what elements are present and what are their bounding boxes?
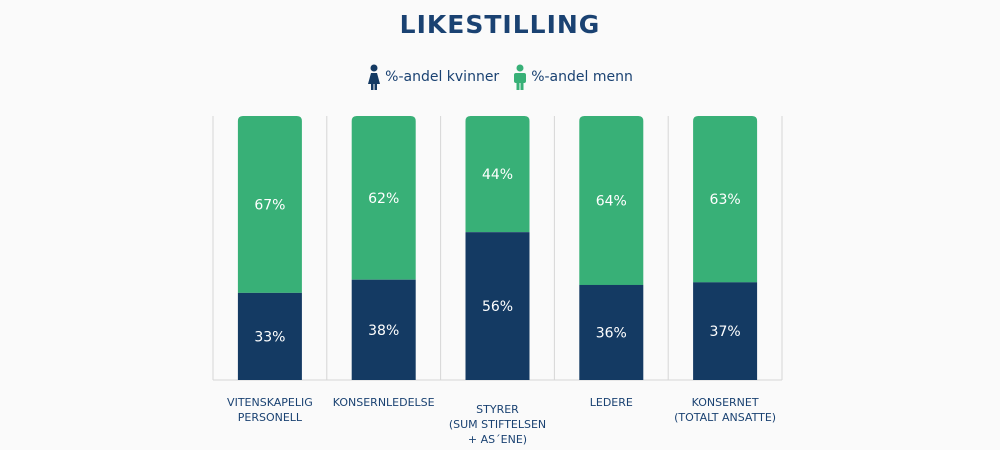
data-label-men: 67% — [254, 197, 285, 213]
bar-men — [579, 116, 644, 285]
data-label-women: 33% — [254, 329, 285, 345]
legend-item-men: %-andel menn — [513, 64, 633, 90]
bar-women — [579, 284, 644, 380]
x-tick-label: KONSERNLEDELSE — [332, 396, 435, 409]
bar-women — [237, 292, 302, 380]
data-label-men: 64% — [596, 193, 627, 209]
male-icon — [514, 64, 527, 90]
data-label-women: 36% — [596, 325, 627, 341]
legend-item-women: %-andel kvinner — [367, 64, 499, 90]
legend-label-men: %-andel menn — [531, 69, 633, 85]
data-label-men: 63% — [710, 192, 741, 208]
legend: %-andel kvinner %-andel menn — [0, 64, 1000, 90]
data-label-women: 56% — [482, 299, 513, 315]
bar-men — [693, 116, 758, 283]
x-tick-label: LEDERE — [589, 396, 633, 409]
bar-women — [693, 282, 758, 380]
x-tick-label: KONSERNET (TOTALT ANSATTE) — [674, 396, 777, 424]
data-label-women: 38% — [368, 323, 399, 339]
legend-label-women: %-andel kvinner — [385, 69, 500, 85]
chart-title: LIKESTILLING — [399, 10, 601, 39]
data-label-men: 62% — [368, 191, 399, 207]
bar-women — [465, 232, 530, 380]
bar-men — [465, 116, 530, 233]
data-label-women: 37% — [710, 324, 741, 340]
bar-men — [237, 116, 302, 293]
bar-women — [351, 279, 416, 380]
female-icon — [368, 64, 381, 90]
x-tick-label: VITENSKAPELIG PERSONELL — [227, 396, 313, 424]
x-tick-label: STYRER (SUM STIFTELSEN + AS´ENE) — [448, 403, 547, 446]
data-label-men: 44% — [482, 167, 513, 183]
bar-men — [351, 116, 416, 280]
